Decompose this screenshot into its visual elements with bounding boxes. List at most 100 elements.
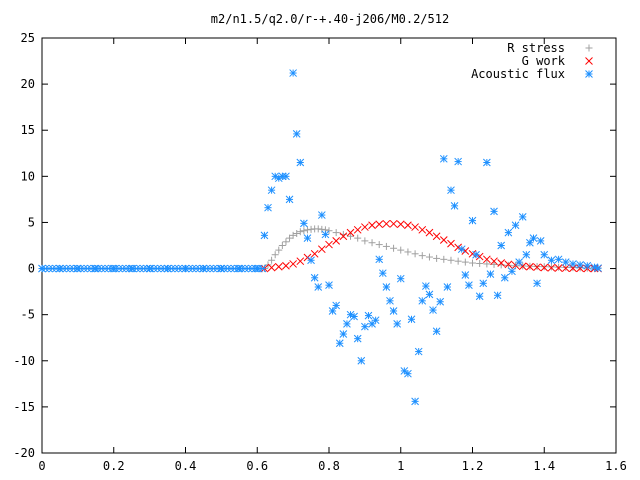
y-tick-label: 15 <box>21 123 35 137</box>
legend-label-g-work: G work <box>522 54 566 68</box>
data-point <box>511 221 520 230</box>
data-point <box>425 253 433 261</box>
x-tick-label: 0.2 <box>103 459 125 473</box>
data-point <box>465 281 473 290</box>
data-point <box>483 260 491 268</box>
data-point <box>450 201 459 210</box>
data-point <box>493 291 502 300</box>
data-point <box>368 221 376 230</box>
data-point <box>389 307 398 315</box>
data-point <box>350 312 358 321</box>
data-point <box>457 245 466 254</box>
data-point <box>475 292 484 301</box>
data-point <box>490 207 498 216</box>
data-point <box>454 257 462 265</box>
data-point <box>382 283 391 291</box>
data-point <box>569 260 577 268</box>
data-point <box>353 225 362 234</box>
y-tick-label: 25 <box>21 31 35 45</box>
data-point <box>353 334 362 343</box>
data-point <box>440 255 448 263</box>
data-point <box>346 228 355 237</box>
data-point <box>518 213 527 221</box>
x-tick-label: 0.4 <box>175 459 197 473</box>
data-point <box>547 256 556 265</box>
x-tick-label: 1.6 <box>605 459 627 473</box>
data-point <box>310 273 319 282</box>
data-point <box>361 237 369 245</box>
data-point <box>508 267 516 276</box>
data-point <box>375 255 384 264</box>
data-point <box>317 245 326 254</box>
data-point <box>314 283 323 291</box>
data-point <box>425 228 434 237</box>
x-tick-label: 1.4 <box>533 459 555 473</box>
data-point <box>325 227 333 235</box>
data-point <box>594 264 602 272</box>
data-point <box>307 256 315 265</box>
legend-marker-acoustic-flux <box>585 70 593 78</box>
data-point <box>504 261 512 269</box>
data-point <box>332 237 341 245</box>
data-point <box>264 203 272 212</box>
data-point <box>497 259 506 267</box>
data-point <box>418 252 426 260</box>
data-point <box>422 282 430 290</box>
data-point <box>293 230 301 238</box>
data-point <box>282 238 290 246</box>
data-point <box>555 263 563 271</box>
data-point <box>300 227 308 235</box>
data-point <box>296 158 305 167</box>
data-point <box>411 250 419 258</box>
x-tick-label: 0.6 <box>246 459 268 473</box>
data-point <box>378 269 387 278</box>
axis-tick-labels: 0 0.2 0.4 0.6 0.8 1 1.2 1.4 1.6 -20 -15 -10 -5 0 5 10 15… <box>13 31 627 473</box>
data-point <box>271 251 279 259</box>
data-point <box>375 220 384 229</box>
data-point <box>476 259 484 267</box>
data-point <box>482 255 491 264</box>
data-point <box>533 279 541 288</box>
data-point <box>500 273 509 282</box>
data-point <box>576 264 584 273</box>
data-point <box>540 263 548 271</box>
data-point <box>486 270 495 278</box>
y-tick-label: -10 <box>13 354 35 368</box>
x-tick-label: 0.8 <box>318 459 340 473</box>
data-point <box>396 274 405 283</box>
data-point <box>554 255 563 264</box>
data-point <box>554 264 563 272</box>
data-point <box>490 257 498 266</box>
data-point <box>382 219 391 228</box>
data-point <box>540 250 549 259</box>
data-point <box>433 254 441 262</box>
data-point <box>561 264 570 273</box>
data-point <box>414 347 423 356</box>
y-tick-label: 20 <box>21 77 35 91</box>
data-point <box>547 263 555 271</box>
data-point <box>576 261 584 269</box>
x-tick-label: 0 <box>38 459 45 473</box>
data-point <box>339 330 348 338</box>
data-point <box>479 279 488 288</box>
data-point <box>375 241 383 249</box>
data-point <box>386 296 394 305</box>
data-marks <box>38 69 602 406</box>
data-point <box>454 157 463 166</box>
data-point <box>439 154 448 163</box>
data-point <box>504 228 513 237</box>
data-point <box>540 263 549 272</box>
y-tick-label: -5 <box>21 308 35 322</box>
x-tick-label: 1 <box>397 459 404 473</box>
data-point <box>436 297 445 306</box>
data-point <box>526 262 534 271</box>
data-point <box>461 271 470 279</box>
data-point <box>490 260 498 268</box>
series-acoustic-flux <box>38 69 602 406</box>
data-point <box>289 69 297 77</box>
data-point <box>361 322 369 331</box>
data-point <box>547 263 556 272</box>
data-point <box>300 219 308 228</box>
data-point <box>390 244 398 252</box>
